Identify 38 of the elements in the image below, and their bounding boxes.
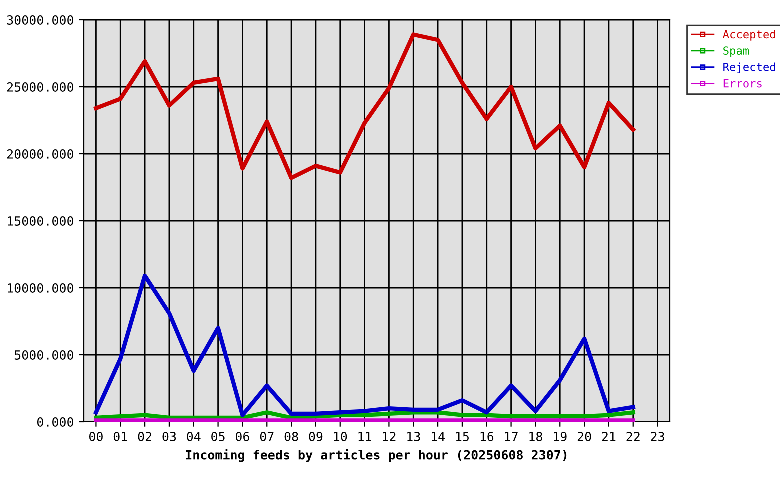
x-tick-label: 04	[187, 432, 201, 442]
y-tick-label: 0.000	[37, 418, 74, 427]
x-tick-label: 22	[626, 432, 640, 442]
line-series	[94, 32, 636, 180]
x-tick-label: 02	[138, 432, 152, 442]
y-tick-label: 25000.000	[7, 82, 74, 92]
x-tick-label: 11	[358, 432, 372, 442]
legend-label: Errors	[724, 80, 762, 88]
legend-label: Spam	[724, 46, 750, 58]
x-tick-label: 13	[408, 432, 420, 442]
x-axis-title: Incoming feeds by articles per hour (20250608 2307)	[186, 449, 567, 462]
y-tick-label: 30000.000	[7, 16, 74, 25]
y-tick-label: 5000.000	[14, 350, 74, 360]
x-tick-label: 08	[284, 432, 298, 442]
y-tick-label: 20000.000	[7, 150, 74, 159]
x-tick-label: 05	[212, 432, 225, 442]
x-tick-label: 17	[505, 432, 518, 442]
x-tick-label: 19	[554, 432, 567, 442]
x-tick-label: 03	[162, 432, 176, 442]
x-tick-label: 01	[114, 432, 128, 442]
x-tick-label: 00	[89, 432, 103, 442]
x-tick-label: 18	[530, 432, 542, 442]
legend-label: Rejected	[724, 62, 776, 74]
x-tick-label: 20	[578, 432, 592, 442]
y-tick-label: 10000.000	[8, 284, 74, 293]
x-tick-label: 09	[309, 432, 323, 442]
x-tick-label: 21	[602, 432, 616, 442]
x-tick-label: 16	[480, 432, 494, 442]
legend-label: Accepted	[723, 30, 776, 41]
x-tick-label: 06	[236, 432, 250, 442]
x-tick-label: 14	[432, 432, 445, 442]
x-tick-label: 12	[383, 432, 396, 442]
x-tick-label: 23	[651, 432, 664, 442]
y-tick-label: 15000.000	[8, 216, 74, 226]
line-series	[94, 274, 636, 418]
x-tick-label: 07	[260, 432, 274, 442]
x-tick-label: 15	[456, 432, 469, 442]
x-tick-label: 10	[334, 432, 348, 442]
